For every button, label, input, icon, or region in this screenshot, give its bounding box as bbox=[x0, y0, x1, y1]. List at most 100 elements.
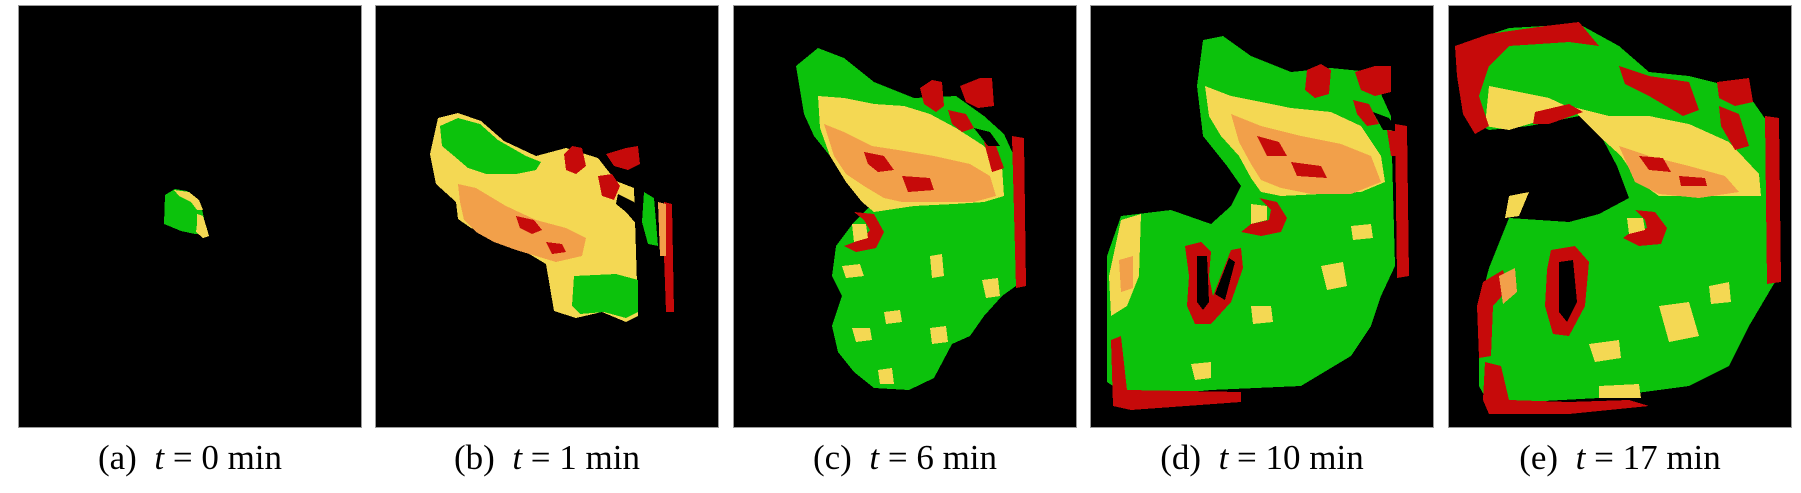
red-region bbox=[598, 174, 620, 200]
orange-region bbox=[658, 202, 666, 256]
red-region bbox=[606, 146, 640, 170]
panel-e-image bbox=[1448, 5, 1792, 428]
yellow-region bbox=[842, 264, 864, 278]
red-region bbox=[564, 146, 586, 174]
red-region bbox=[864, 152, 894, 172]
caption-label: (d) bbox=[1160, 438, 1202, 477]
panel-c-map bbox=[796, 48, 1026, 390]
green-region bbox=[572, 274, 638, 318]
red-region bbox=[920, 80, 944, 112]
unburned-gap bbox=[1197, 256, 1209, 310]
unburned-gap bbox=[974, 128, 1000, 146]
caption-value: 1 bbox=[559, 438, 577, 477]
red-region bbox=[902, 176, 934, 192]
red-region bbox=[948, 110, 974, 132]
caption-unit: min bbox=[585, 438, 640, 477]
red-region bbox=[1291, 162, 1327, 178]
red-region bbox=[1623, 210, 1667, 246]
unburned-gap bbox=[1215, 258, 1235, 300]
panel-e-map bbox=[1455, 22, 1781, 414]
yellow-region bbox=[1659, 302, 1699, 342]
yellow-region bbox=[982, 278, 1000, 298]
red-region bbox=[1533, 104, 1583, 124]
red-region bbox=[1111, 336, 1241, 410]
yellow-region bbox=[1321, 262, 1347, 290]
caption-equals: = bbox=[172, 438, 193, 477]
red-region bbox=[1765, 116, 1781, 284]
panel-a-map bbox=[164, 189, 209, 238]
caption-equals: = bbox=[530, 438, 551, 477]
red-region bbox=[1679, 176, 1707, 186]
caption-variable: t bbox=[512, 438, 523, 477]
green-region bbox=[440, 118, 541, 174]
caption-variable: t bbox=[154, 438, 165, 477]
panel-a-image bbox=[18, 5, 362, 428]
yellow-region bbox=[1589, 340, 1621, 362]
red-region bbox=[1483, 362, 1649, 414]
yellow-region bbox=[930, 326, 948, 344]
red-region bbox=[1455, 22, 1599, 134]
orange-region bbox=[1231, 114, 1381, 194]
yellow-region bbox=[1191, 362, 1211, 380]
red-region bbox=[1305, 64, 1331, 98]
red-region bbox=[516, 216, 542, 234]
orange-region bbox=[1499, 268, 1517, 304]
yellow-region bbox=[174, 190, 203, 210]
panel-d-image bbox=[1090, 5, 1434, 428]
yellow-region bbox=[884, 310, 902, 324]
caption-unit: min bbox=[1666, 438, 1721, 477]
caption-e: (e) t = 17 min bbox=[1449, 438, 1791, 478]
caption-variable: t bbox=[869, 438, 880, 477]
orange-region bbox=[1119, 256, 1133, 292]
yellow-region bbox=[852, 224, 868, 242]
yellow-region bbox=[1351, 224, 1373, 240]
caption-unit: min bbox=[1309, 438, 1364, 477]
panel-b-image bbox=[375, 5, 719, 428]
red-region bbox=[1355, 66, 1391, 96]
red-region bbox=[984, 142, 1004, 172]
red-region bbox=[844, 212, 884, 252]
caption-c: (c) t = 6 min bbox=[734, 438, 1076, 478]
caption-b: (b) t = 1 min bbox=[376, 438, 718, 478]
caption-a: (a) t = 0 min bbox=[19, 438, 361, 478]
red-region bbox=[1257, 136, 1287, 156]
caption-value: 10 bbox=[1265, 438, 1301, 477]
caption-label: (c) bbox=[812, 438, 852, 477]
unburned-gap bbox=[1559, 260, 1577, 322]
orange-region bbox=[824, 124, 996, 202]
unburned-gap bbox=[616, 194, 646, 226]
caption-unit: min bbox=[227, 438, 283, 477]
red-region bbox=[1639, 156, 1671, 172]
caption-value: 6 bbox=[916, 438, 934, 477]
yellow-region bbox=[196, 214, 209, 238]
red-region bbox=[1717, 78, 1753, 106]
yellow-region bbox=[852, 328, 872, 342]
red-region bbox=[1395, 124, 1409, 278]
caption-variable: t bbox=[1218, 438, 1229, 477]
caption-label: (e) bbox=[1519, 438, 1559, 477]
caption-value: 17 bbox=[1622, 438, 1658, 477]
yellow-region bbox=[1709, 282, 1731, 304]
unburned-gap bbox=[1373, 112, 1397, 130]
yellow-region bbox=[1599, 384, 1641, 398]
yellow-region bbox=[878, 368, 894, 384]
yellow-region bbox=[1505, 192, 1529, 218]
yellow-region bbox=[1251, 204, 1267, 224]
red-region bbox=[1477, 270, 1509, 358]
red-region bbox=[546, 242, 566, 254]
panel-c-image bbox=[733, 5, 1077, 428]
caption-equals: = bbox=[1237, 438, 1257, 477]
yellow-region bbox=[1627, 218, 1645, 234]
yellow-region bbox=[930, 254, 944, 278]
caption-unit: min bbox=[942, 438, 998, 477]
red-region bbox=[1012, 136, 1026, 288]
red-region bbox=[1241, 198, 1287, 236]
red-region bbox=[664, 202, 674, 312]
yellow-region bbox=[1251, 306, 1273, 324]
caption-d: (d) t = 10 min bbox=[1091, 438, 1433, 478]
caption-label: (b) bbox=[454, 438, 495, 477]
green-region bbox=[642, 192, 658, 246]
red-region bbox=[1719, 106, 1749, 150]
yellow-region bbox=[1485, 86, 1579, 130]
caption-value: 0 bbox=[201, 438, 219, 477]
